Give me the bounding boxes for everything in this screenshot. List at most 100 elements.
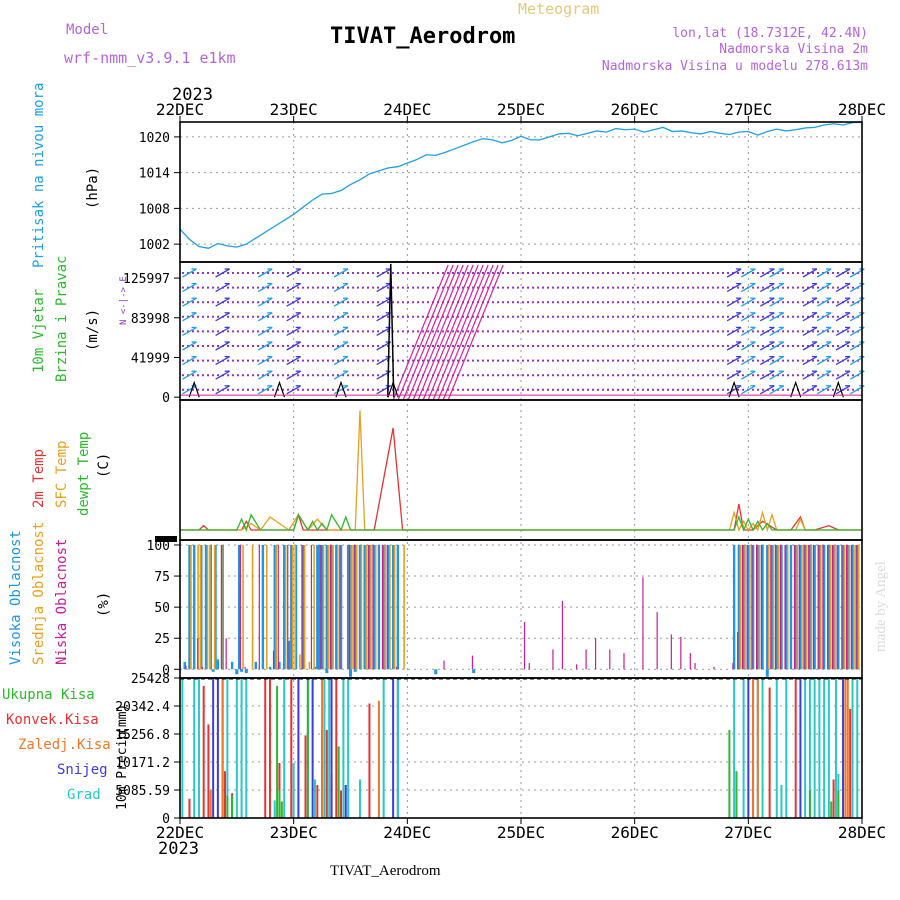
cloud-mid-bar [749,544,751,670]
precip-bar [197,678,200,818]
cloud-high-label: Visoka Oblacnost [8,530,24,665]
cloud-low-bar [320,544,322,670]
wind-arrow [759,341,775,351]
wind-arrow [835,312,851,322]
cloud-mid-bar [209,544,211,670]
precip-bar [344,784,347,818]
cloud-mid-bar [265,544,268,670]
cloud-mid-bar [360,544,363,670]
precip-hail-label: Grad [67,787,101,803]
wind-arrow [333,370,349,380]
cloud-high-bar [770,544,774,670]
cloud-neg-bar [235,669,239,675]
cloud-low-bar [827,544,829,670]
cloud-mid-bar [294,544,296,670]
wind-arrow [215,326,230,336]
precip-bar [311,678,314,818]
precip-bar [280,801,283,818]
cloud-low-bar [808,544,810,670]
cloud-high-bar [287,640,291,670]
cloud-low-bar [850,544,852,670]
cloud-mid-bar [213,544,216,670]
x-tick-label-top: 24DEC [383,100,431,119]
precip-bar [756,678,759,818]
cloud-high-bar [313,666,317,670]
wind-arrow [333,297,349,307]
cloud-low-bar [348,544,350,670]
cloud-low-bar [381,544,384,670]
precip-bar [799,678,802,818]
wind-speed-spike [790,380,802,398]
cloud-high-bar [387,544,390,670]
precip-bar [808,678,811,818]
wind-arrow [376,326,391,336]
wind-arrow [769,297,785,307]
precip-bar [231,795,234,818]
precip-bar [849,708,852,818]
cloud-low-bar [339,544,341,670]
precip-bar [188,798,191,818]
wind-hatch [422,264,479,401]
wind-arrow [769,312,785,322]
cloud-low-bar [841,544,843,670]
precip-bar [313,779,316,818]
cloud-mid-bar [834,544,836,670]
precip-bar [827,678,830,818]
cloud-low-bar [201,666,204,670]
cloud-high-bar [794,544,797,670]
precip-bar [330,678,333,818]
wind-hatch [402,264,459,401]
cloud-low-bar [353,544,355,670]
wind-speed-spike [335,380,347,398]
wind-arrow [816,370,832,380]
wind-arrow [802,326,818,336]
precip-bar [846,678,849,818]
wind-arrow [182,356,197,366]
cloud-mid-bar [251,544,254,670]
precip-bar [292,762,295,818]
wind-arrow [759,268,775,278]
wind-arrow [816,326,832,336]
wind-arrow [835,341,851,351]
cloud-high-bar [841,544,845,670]
precip-bar [212,678,215,818]
precip-bar [297,678,300,818]
cloud-mid-bar [796,544,798,670]
lonlat-label: lon,lat (18.7312E, 42.4N) [672,26,868,41]
cloud-low-bar [220,544,223,670]
cloud-mid-bar [384,544,386,670]
wind-arrow [726,356,742,366]
precip-bar [830,801,833,818]
wind-arrow [802,283,818,293]
cloud-low-bar [523,622,526,670]
model-label: Model [66,22,108,38]
wind-arrow [802,385,818,395]
wind-arrow [182,370,197,380]
precip-tick-label: 20342.4 [115,700,170,715]
x-tick-label-bottom: 28DEC [838,823,886,842]
cloud-high-bar [813,544,816,670]
cloud-low-bar [756,544,758,670]
cloud-mid-bar [190,544,192,670]
wind-arrow [769,268,785,278]
cloud-low-bar [746,544,748,670]
precip-tick-label: 5085.59 [115,784,170,799]
cloud-low-label: Niska Oblacnost [54,539,70,665]
wind-arrow [726,268,742,278]
cloud-mid-bar [829,544,832,670]
cloud-high-bar [368,544,371,670]
cloud-high-bar [230,661,234,670]
cloud-mid-bar [739,544,742,670]
cloud-mid-bar [786,544,789,670]
cloud-low-bar [576,664,578,670]
pressure-tick-label: 1008 [139,202,170,217]
cloud-mid-bar [801,544,803,670]
cloud-mid-bar [284,544,287,670]
precip-bar [804,678,807,818]
cloud-high-bar [742,544,745,670]
cloud-low-bar [737,632,739,670]
cloud-high-bar [747,544,750,670]
x-tick-label-bottom: 26DEC [611,823,659,842]
precip-bar [323,678,326,818]
wind-arrow [769,341,785,351]
